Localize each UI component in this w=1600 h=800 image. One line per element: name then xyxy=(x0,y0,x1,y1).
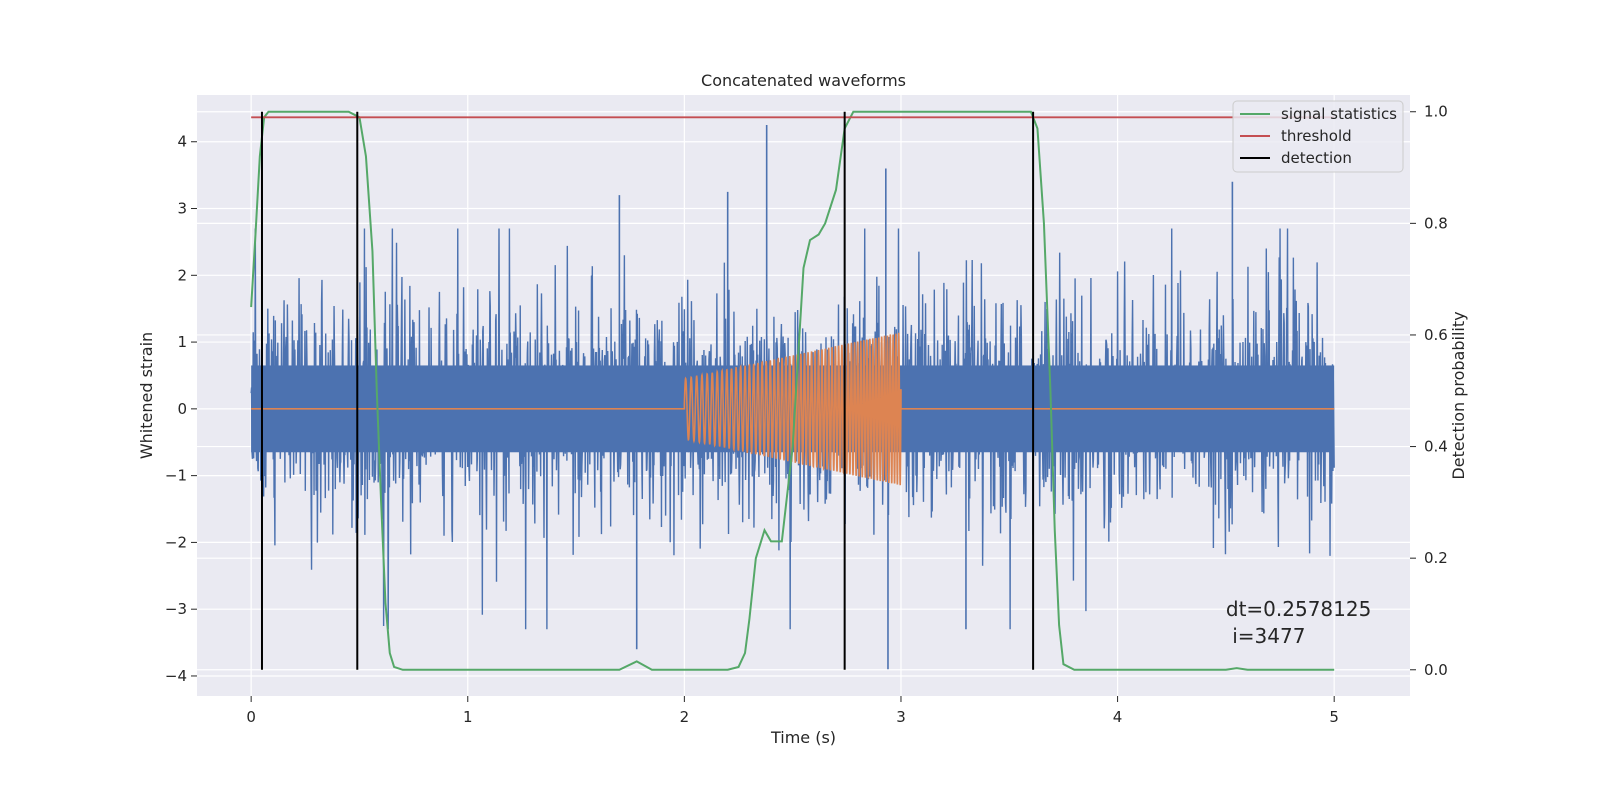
legend-label-signal-statistics: signal statistics xyxy=(1281,105,1397,123)
signal-statistics-line xyxy=(250,110,1335,671)
legend-label-detection: detection xyxy=(1281,149,1352,167)
y-tick-label: 0 xyxy=(177,400,187,418)
x-tick-label: 5 xyxy=(1329,708,1339,726)
legend: signal statistics threshold detection xyxy=(1232,100,1404,173)
legend-label-threshold: threshold xyxy=(1281,127,1352,145)
x-tick-label: 1 xyxy=(463,708,473,726)
x-tick-label: 4 xyxy=(1113,708,1123,726)
y2-tick-label: 0.6 xyxy=(1424,326,1448,344)
y-tick-label: −4 xyxy=(165,667,187,685)
y2-tick-label: 0.2 xyxy=(1424,549,1448,567)
legend-box xyxy=(1232,100,1404,173)
y-tick-label: −1 xyxy=(165,467,187,485)
x-tick-label: 2 xyxy=(680,708,690,726)
annotation-i: i=3477 xyxy=(1226,624,1306,648)
x-tick-label: 3 xyxy=(896,708,906,726)
template-waveform xyxy=(251,332,1335,486)
annotation-dt: dt=0.2578125 xyxy=(1226,597,1371,621)
y2-axis-label: Detection probability xyxy=(1449,311,1468,479)
x-tick-label: 0 xyxy=(246,708,256,726)
y-tick-label: 2 xyxy=(177,266,187,284)
x-axis-label: Time (s) xyxy=(770,728,836,747)
y-tick-label: 1 xyxy=(177,333,187,351)
y2-tick-label: 0.8 xyxy=(1424,214,1448,232)
y2-tick-label: 1.0 xyxy=(1424,103,1448,121)
y-tick-label: 3 xyxy=(177,200,187,218)
y-tick-label: −3 xyxy=(165,600,187,618)
y-tick-label: −2 xyxy=(165,533,187,551)
y2-tick-label: 0.0 xyxy=(1424,661,1448,679)
y-axis-label: Whitened strain xyxy=(137,332,156,459)
y2-tick-label: 0.4 xyxy=(1424,438,1448,456)
chart-title: Concatenated waveforms xyxy=(701,71,906,90)
y-tick-label: 4 xyxy=(177,133,187,151)
